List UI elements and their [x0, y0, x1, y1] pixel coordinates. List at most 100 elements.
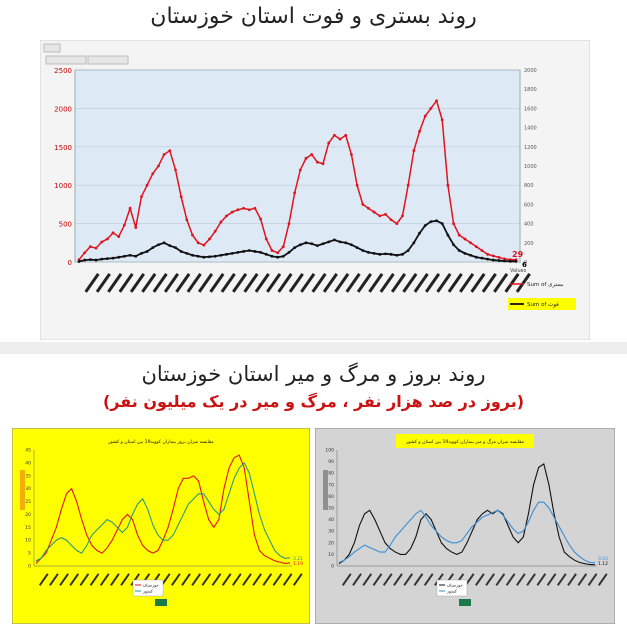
- x-tick-label: [352, 573, 362, 586]
- hospitalization-point: [151, 172, 155, 176]
- death-point: [304, 241, 308, 245]
- hospitalization-point: [469, 241, 472, 245]
- hospitalization-point: [179, 195, 183, 199]
- death-point: [406, 249, 410, 252]
- death-point: [338, 240, 342, 244]
- y-tick-label: 25: [25, 499, 31, 505]
- death-point: [117, 255, 121, 259]
- death-point: [157, 243, 160, 247]
- death-point: [77, 260, 81, 263]
- toolbar-button: [43, 43, 61, 53]
- hospitalization-point: [395, 222, 399, 226]
- x-tick-label: [220, 273, 236, 293]
- x-tick-label: [368, 273, 384, 293]
- hospitalization-point: [140, 195, 143, 199]
- y-tick-label: 35: [25, 473, 31, 479]
- x-tick-label: [322, 273, 338, 293]
- y-tick-label: 40: [328, 517, 334, 523]
- y-tick-label: 10: [328, 552, 334, 558]
- mortality-comparison-chart: مقایسه میزان مرگ و میر بیماران کووید19 ب…: [315, 428, 615, 624]
- death-point: [293, 246, 297, 250]
- hospitalization-point: [145, 183, 149, 187]
- y-left-tick-label: 1000: [54, 182, 72, 190]
- hospitalization-point: [332, 133, 336, 137]
- hospitalization-point: [355, 183, 359, 187]
- hospitalization-point: [287, 222, 291, 226]
- death-point: [162, 241, 166, 245]
- death-point: [219, 253, 223, 257]
- x-tick-label: [211, 573, 222, 586]
- x-tick-label: [481, 273, 497, 293]
- death-point: [298, 243, 302, 247]
- death-point: [457, 249, 461, 252]
- x-tick-label: [464, 573, 475, 586]
- x-tick-label: [356, 273, 372, 293]
- x-tick-label: [402, 273, 418, 293]
- x-axis-button: [459, 599, 471, 606]
- hospitalization-point: [168, 149, 172, 153]
- x-tick-label: [282, 573, 293, 586]
- hospitalization-point: [429, 107, 433, 110]
- hospitalization-point: [242, 206, 245, 210]
- y-axis-title: [323, 470, 328, 510]
- hospitalization-death-chart: 0 500 1000 1500 2000 2500 0 200 400 600 800 1000 120…: [40, 40, 590, 340]
- hospitalization-point: [293, 191, 297, 195]
- hospitalization-point: [225, 214, 228, 218]
- death-point: [412, 241, 416, 245]
- x-tick-label: [393, 573, 403, 586]
- y-right-tick-label: 600: [524, 202, 534, 208]
- y-right-tick-label: 800: [524, 183, 534, 189]
- x-tick-label: [254, 273, 270, 293]
- y-right-tick-label: 200: [524, 241, 534, 247]
- y-tick-label: 30: [25, 486, 31, 492]
- x-tick-label: [163, 273, 180, 293]
- hospitalization-point: [480, 249, 484, 252]
- hospitalization-point: [503, 257, 507, 261]
- x-tick-label: [181, 573, 191, 586]
- death-point: [88, 258, 92, 261]
- hospitalization-point: [253, 206, 257, 210]
- death-point: [191, 253, 194, 257]
- x-tick-label: [556, 573, 567, 586]
- death-point: [179, 250, 183, 253]
- x-tick-label: [485, 573, 495, 586]
- x-tick-label: [95, 273, 111, 293]
- x-tick-label: [334, 273, 350, 293]
- y-left-tick-label: 1500: [54, 144, 72, 152]
- x-tick-label: [221, 573, 232, 586]
- country-end-label: 3.03: [598, 556, 608, 562]
- hospitalization-point: [474, 245, 478, 249]
- death-point: [367, 251, 370, 254]
- x-tick-label: [191, 573, 202, 586]
- death-point: [480, 256, 484, 260]
- x-tick-label: [186, 273, 202, 293]
- chart-title: مقایسه میزان بروز بیماران کووید19 بین اس…: [107, 439, 214, 445]
- hospitalization-point: [219, 220, 223, 224]
- y-tick-label: 5: [28, 551, 31, 557]
- death-point: [236, 251, 240, 254]
- series-province-line: [338, 463, 596, 566]
- death-point: [446, 233, 450, 237]
- x-tick-label: [413, 573, 424, 586]
- death-point: [389, 252, 393, 256]
- chart-title-highlight: [396, 434, 534, 448]
- hospitalization-point: [491, 254, 495, 258]
- x-tick-label: [242, 573, 252, 586]
- y-tick-label: 45: [25, 448, 31, 454]
- hospitalization-point: [378, 214, 382, 218]
- x-tick-label: [495, 573, 506, 586]
- x-tick-label: [99, 573, 110, 586]
- legend-box: [436, 579, 468, 597]
- hospitalization-point: [230, 210, 234, 214]
- legend-death-label: Sum of فوت: [527, 302, 559, 308]
- death-point: [253, 250, 257, 253]
- death-point: [151, 246, 155, 250]
- x-tick-label: [231, 573, 242, 586]
- y-tick-label: 80: [328, 471, 334, 477]
- x-tick-label: [567, 573, 577, 586]
- death-point: [111, 256, 115, 260]
- x-tick-label: [345, 273, 361, 293]
- x-tick-label: [341, 573, 352, 586]
- death-point: [168, 244, 172, 248]
- field-button: [45, 55, 87, 65]
